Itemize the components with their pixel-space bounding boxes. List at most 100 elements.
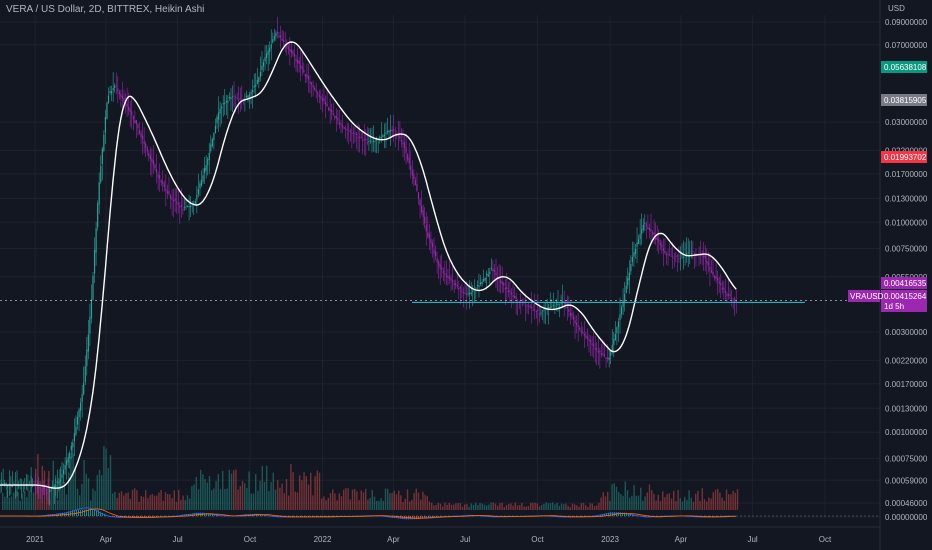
candle — [594, 335, 596, 364]
candle — [131, 96, 133, 130]
badge-b3-text: 0.01993702 — [884, 153, 927, 162]
price-axis[interactable]: 0.09000000 0.07000000 0.03000000 0.02200000… — [885, 18, 928, 522]
volume-bar — [371, 489, 373, 510]
candle — [665, 251, 668, 265]
candle — [724, 278, 726, 301]
volume-bar — [248, 471, 250, 510]
candle — [166, 184, 168, 199]
candle — [78, 407, 80, 432]
volume-bar — [453, 504, 455, 510]
candle — [563, 291, 565, 317]
badge-red: 0.01993702 — [881, 151, 927, 163]
candle — [107, 87, 110, 104]
candle — [399, 121, 401, 141]
candle — [76, 411, 79, 430]
volume-bar — [618, 492, 620, 510]
oscillator-bar — [194, 513, 195, 516]
oscillator-bar — [424, 516, 425, 519]
candle — [520, 292, 522, 315]
volume-bar — [450, 504, 453, 510]
volume-bar — [360, 490, 362, 510]
volume-bar — [17, 492, 19, 510]
oscillator-bar — [70, 510, 71, 516]
volume-bar — [21, 493, 24, 510]
candle — [416, 172, 418, 193]
time-axis[interactable]: 2021 Apr Jul Oct 2022 Apr Jul Oct 2023 Apr Jul Oct — [26, 535, 832, 544]
volume-bar — [288, 495, 290, 510]
candle — [38, 476, 40, 499]
volume-bar — [235, 469, 237, 510]
volume-bar — [105, 448, 107, 510]
candle — [224, 88, 226, 115]
candle — [248, 91, 251, 109]
candle — [383, 123, 385, 149]
volume-bar — [277, 480, 279, 510]
x-tick-label: Oct — [531, 535, 544, 544]
volume-bar — [224, 488, 226, 510]
y-tick-label: 0.07000000 — [885, 41, 928, 50]
candle — [80, 397, 82, 421]
volume-bar — [274, 489, 277, 510]
candle — [188, 194, 190, 221]
candle — [332, 103, 334, 116]
candle — [148, 150, 150, 162]
candle — [58, 477, 60, 492]
candle — [408, 142, 410, 170]
candle — [89, 303, 91, 347]
volume-bar — [541, 505, 543, 510]
candle — [157, 171, 159, 190]
candle — [523, 298, 525, 306]
candle — [106, 101, 108, 120]
volume-bar — [560, 503, 563, 510]
candle — [597, 335, 599, 366]
volume-bar — [585, 505, 587, 510]
y-tick-label: 0.00220000 — [885, 356, 928, 365]
volume-bar — [582, 502, 585, 510]
volume-bar — [442, 506, 444, 510]
oscillator-bar — [120, 516, 121, 518]
candle — [169, 193, 172, 210]
volume-bar — [534, 502, 536, 510]
volume-bar — [134, 488, 136, 510]
candle — [155, 153, 158, 184]
oscillator-bar — [392, 516, 393, 518]
candle — [524, 293, 527, 322]
symbol-badge[interactable]: VRAUSD — [848, 290, 884, 302]
candle — [81, 385, 83, 418]
volume-bar — [578, 506, 580, 510]
candle — [300, 50, 302, 82]
y-tick-label: 0.00170000 — [885, 380, 928, 389]
candle — [182, 198, 184, 215]
candles[interactable] — [0, 16, 737, 506]
candle — [262, 59, 265, 72]
badge-countdown-text: 1d 5h — [884, 302, 904, 311]
volume-bar — [497, 505, 499, 510]
candle — [673, 252, 675, 268]
candle — [422, 204, 424, 226]
volume-bar — [72, 453, 74, 510]
candle — [634, 244, 637, 259]
oscillator-bar — [60, 512, 61, 516]
oscillator-bar — [86, 510, 87, 516]
candle — [731, 289, 733, 307]
candle — [56, 469, 58, 499]
volume-bar — [48, 470, 50, 510]
volume-bar — [204, 479, 206, 510]
candle — [140, 129, 142, 144]
volume-bar — [70, 456, 72, 510]
oscillator-bar — [48, 514, 49, 516]
volume-bar — [347, 488, 349, 510]
candle — [252, 79, 254, 109]
candle — [568, 296, 570, 318]
volume-bar — [85, 473, 87, 510]
candle — [608, 350, 610, 368]
candle — [614, 321, 616, 341]
candle — [549, 292, 551, 310]
candle — [405, 133, 407, 165]
oscillator-bar — [606, 513, 607, 516]
candle — [445, 260, 447, 286]
volume-bar — [323, 496, 325, 510]
candle — [622, 288, 624, 315]
candle — [112, 72, 114, 102]
